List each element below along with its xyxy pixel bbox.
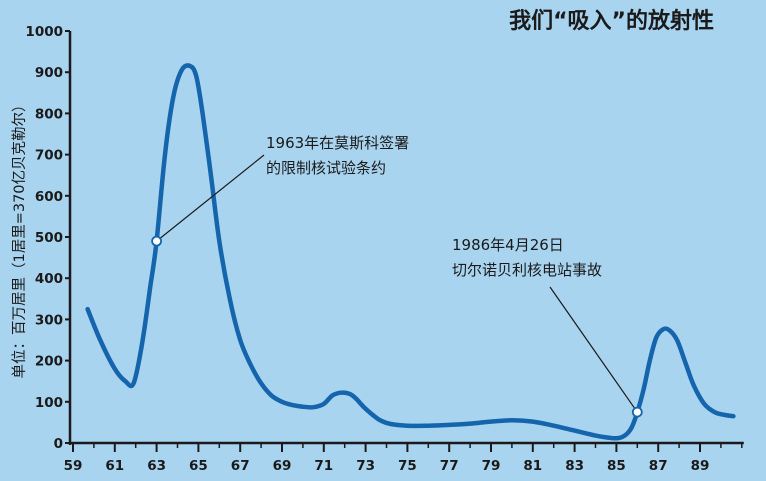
y-axis-label: 单位：百万居里（1居里=370亿贝克勒尔）: [11, 97, 28, 378]
annotation-text: 1986年4月26日: [452, 236, 564, 254]
y-tick-label: 900: [35, 65, 63, 81]
x-tick-label: 67: [231, 458, 250, 474]
annotation-marker: [151, 235, 163, 247]
x-tick-label: 71: [314, 458, 333, 474]
x-tick-label: 61: [105, 458, 124, 474]
y-tick-label: 600: [35, 189, 63, 205]
y-tick-label: 800: [35, 106, 63, 122]
x-tick-label: 89: [691, 458, 710, 474]
x-tick-label: 77: [440, 458, 459, 474]
x-tick-label: 83: [565, 458, 584, 474]
y-tick-label: 300: [35, 312, 63, 328]
x-tick-label: 81: [523, 458, 542, 474]
x-tick-label: 75: [398, 458, 417, 474]
x-tick-label: 79: [482, 458, 501, 474]
x-tick-label: 85: [607, 458, 626, 474]
annotation-text: 的限制核试验条约: [266, 159, 386, 177]
chart-title: 我们“吸入”的放射性: [509, 8, 714, 34]
x-tick-label: 87: [649, 458, 668, 474]
y-tick-label: 100: [35, 395, 63, 411]
x-tick-label: 59: [64, 458, 83, 474]
y-tick-label: 400: [35, 271, 63, 287]
y-tick-label: 200: [35, 354, 63, 370]
x-tick-label: 73: [356, 458, 375, 474]
annotation-leader-line: [549, 286, 638, 413]
annotation-text: 1963年在莫斯科签署: [266, 134, 409, 152]
y-tick-label: 500: [35, 230, 63, 246]
axes: 0 100 200 300 400 500 600 700 800 900 1000 59 61 63 65…: [25, 24, 744, 474]
series-line: [85, 63, 736, 441]
annotation-marker: [631, 406, 643, 418]
annotation-text: 切尔诺贝利核电站事故: [452, 261, 602, 279]
x-tick-label: 65: [189, 458, 208, 474]
series-group: [85, 63, 736, 441]
y-tick-label: 1000: [25, 24, 63, 40]
y-tick-label: 0: [54, 436, 63, 452]
x-tick-label: 69: [273, 458, 292, 474]
x-tick-label: 63: [147, 458, 166, 474]
y-tick-label: 700: [35, 148, 63, 164]
annotation-leader-line: [156, 154, 265, 242]
